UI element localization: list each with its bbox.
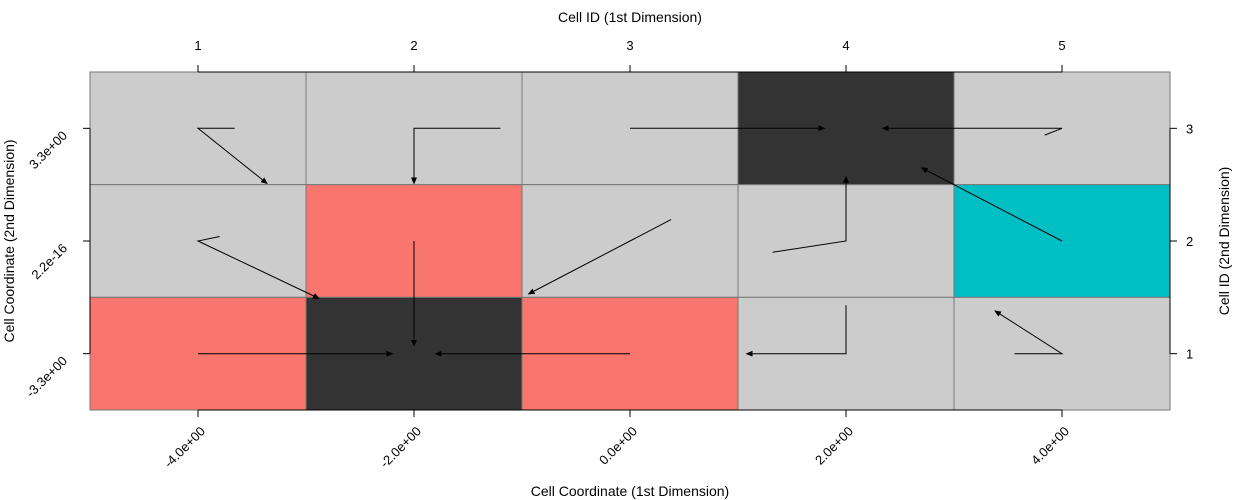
bottom-tick-label: -4.0e+00 [161, 424, 208, 471]
top-x-axis-title: Cell ID (1st Dimension) [558, 9, 702, 25]
arrow-path-10 [745, 305, 847, 357]
arrow-path-9 [772, 175, 849, 253]
arrow-path-4 [411, 127, 501, 185]
arrow-path-2 [196, 236, 320, 299]
arrow-path-12 [920, 167, 1063, 242]
arrow-path-1 [196, 127, 268, 185]
top-tick-label: 3 [626, 38, 633, 53]
right-y-axis-title: Cell ID (2nd Dimension) [1216, 167, 1232, 316]
top-tick-label: 5 [1058, 38, 1065, 53]
bottom-tick-label: -2.0e+00 [377, 424, 424, 471]
top-tick-label: 1 [194, 38, 201, 53]
left-tick-label: 2.2e-16 [28, 241, 70, 283]
bottom-x-axis-title: Cell Coordinate (1st Dimension) [531, 483, 729, 499]
right-tick-label: 1 [1186, 347, 1193, 362]
bottom-tick-label: 0.0e+00 [596, 424, 640, 468]
top-tick-label: 4 [842, 38, 849, 53]
arrow-path-13 [994, 310, 1064, 355]
bottom-tick-label: 4.0e+00 [1028, 424, 1072, 468]
left-tick-label: -3.3e+00 [23, 353, 70, 400]
arrows-layer [196, 125, 1064, 357]
right-tick-label: 2 [1186, 234, 1193, 249]
bottom-tick-label: 2.0e+00 [812, 424, 856, 468]
top-tick-label: 2 [410, 38, 417, 53]
right-tick-label: 3 [1186, 121, 1193, 136]
arrow-path-11 [881, 125, 1063, 136]
arrow-path-7 [527, 219, 672, 295]
left-y-axis-title: Cell Coordinate (2nd Dimension) [1, 139, 17, 342]
left-tick-label: 3.3e+00 [26, 128, 70, 172]
